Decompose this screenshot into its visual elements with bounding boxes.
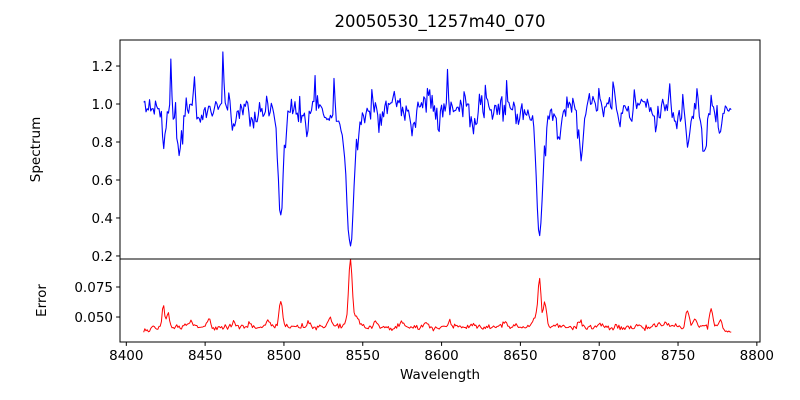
chart-title: 20050530_1257m40_070 bbox=[334, 12, 545, 32]
error-y-tick-label: 0.075 bbox=[74, 280, 113, 296]
spectrum-y-tick-label: 1.2 bbox=[92, 59, 113, 75]
x-tick-label: 8500 bbox=[267, 348, 301, 364]
axis-ticks: 8400 8450 8500 8550 8600 8650 8700 8750 8800 0.2 0… bbox=[74, 59, 774, 364]
x-tick-label: 8450 bbox=[188, 348, 222, 364]
x-tick-label: 8650 bbox=[503, 348, 537, 364]
error-y-axis-label: Error bbox=[34, 284, 50, 317]
x-tick-label: 8550 bbox=[346, 348, 380, 364]
spectrum-y-tick-label: 0.2 bbox=[92, 249, 113, 265]
spectrum-y-tick-label: 0.4 bbox=[92, 211, 113, 227]
x-tick-label: 8800 bbox=[740, 348, 774, 364]
error-y-tick-label: 0.050 bbox=[74, 310, 113, 326]
error-line-series bbox=[143, 259, 732, 333]
spectrum-y-tick-label: 0.8 bbox=[92, 135, 113, 151]
x-tick-label: 8600 bbox=[424, 348, 458, 364]
x-tick-label: 8700 bbox=[582, 348, 616, 364]
spectrum-line-series bbox=[143, 51, 732, 247]
x-tick-label: 8750 bbox=[661, 348, 695, 364]
x-tick-label: 8400 bbox=[109, 348, 143, 364]
spectrum-y-tick-label: 0.6 bbox=[92, 173, 113, 189]
error-plot-area bbox=[119, 258, 761, 343]
spectrum-y-tick-label: 1.0 bbox=[92, 97, 113, 113]
x-axis-label: Wavelength bbox=[400, 367, 480, 383]
spectrum-y-axis-label: Spectrum bbox=[28, 117, 44, 182]
